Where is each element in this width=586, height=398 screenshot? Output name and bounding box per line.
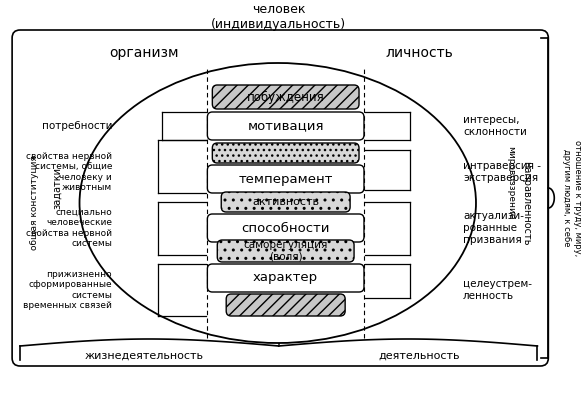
Text: человек
(индивидуальность): человек (индивидуальность) <box>211 3 346 31</box>
Text: общая конституция: общая конституция <box>30 156 39 250</box>
Text: мотивация: мотивация <box>247 119 324 133</box>
Text: деятельность: деятельность <box>379 351 460 361</box>
Text: специально
человеческие
свойства нервной
системы: специально человеческие свойства нервной… <box>26 208 113 248</box>
Text: активность: активность <box>252 197 319 207</box>
FancyBboxPatch shape <box>212 85 359 109</box>
FancyBboxPatch shape <box>212 143 359 163</box>
Text: актуализи-
рованные
призвания: актуализи- рованные призвания <box>463 211 524 245</box>
Text: свойства нервной
системы, общие
человеку и
животным: свойства нервной системы, общие человеку… <box>26 152 113 192</box>
Text: личность: личность <box>386 46 454 60</box>
Text: мировоззрение: мировоззрение <box>506 146 515 220</box>
FancyBboxPatch shape <box>217 240 354 262</box>
FancyBboxPatch shape <box>226 294 345 316</box>
FancyBboxPatch shape <box>207 112 364 140</box>
Text: прижизненно
сформированные
системы
временных связей: прижизненно сформированные системы време… <box>23 270 113 310</box>
Text: интересы,
склонности: интересы, склонности <box>463 115 527 137</box>
Text: саморегуляция
(воля): саморегуляция (воля) <box>244 240 328 262</box>
FancyBboxPatch shape <box>12 30 548 366</box>
Text: потребности: потребности <box>42 121 113 131</box>
Text: характер: характер <box>253 271 318 285</box>
FancyBboxPatch shape <box>207 214 364 242</box>
FancyBboxPatch shape <box>207 165 364 193</box>
FancyBboxPatch shape <box>207 264 364 292</box>
Text: задатки: задатки <box>52 167 62 209</box>
Text: жизнедеятельность: жизнедеятельность <box>84 351 203 361</box>
Ellipse shape <box>80 63 476 343</box>
Text: побуждения: побуждения <box>247 90 325 103</box>
Text: организм: организм <box>109 46 179 60</box>
Text: интраверсия -
экстраверсия: интраверсия - экстраверсия <box>463 161 541 183</box>
Text: отношение к труду, миру,
другим людям, к себе: отношение к труду, миру, другим людям, к… <box>563 140 582 256</box>
Text: направленность: направленность <box>522 161 532 245</box>
Text: целеустрем-
ленность: целеустрем- ленность <box>463 279 532 301</box>
Text: темперамент: темперамент <box>239 172 333 185</box>
FancyBboxPatch shape <box>222 192 350 212</box>
Text: способности: способности <box>241 222 330 234</box>
